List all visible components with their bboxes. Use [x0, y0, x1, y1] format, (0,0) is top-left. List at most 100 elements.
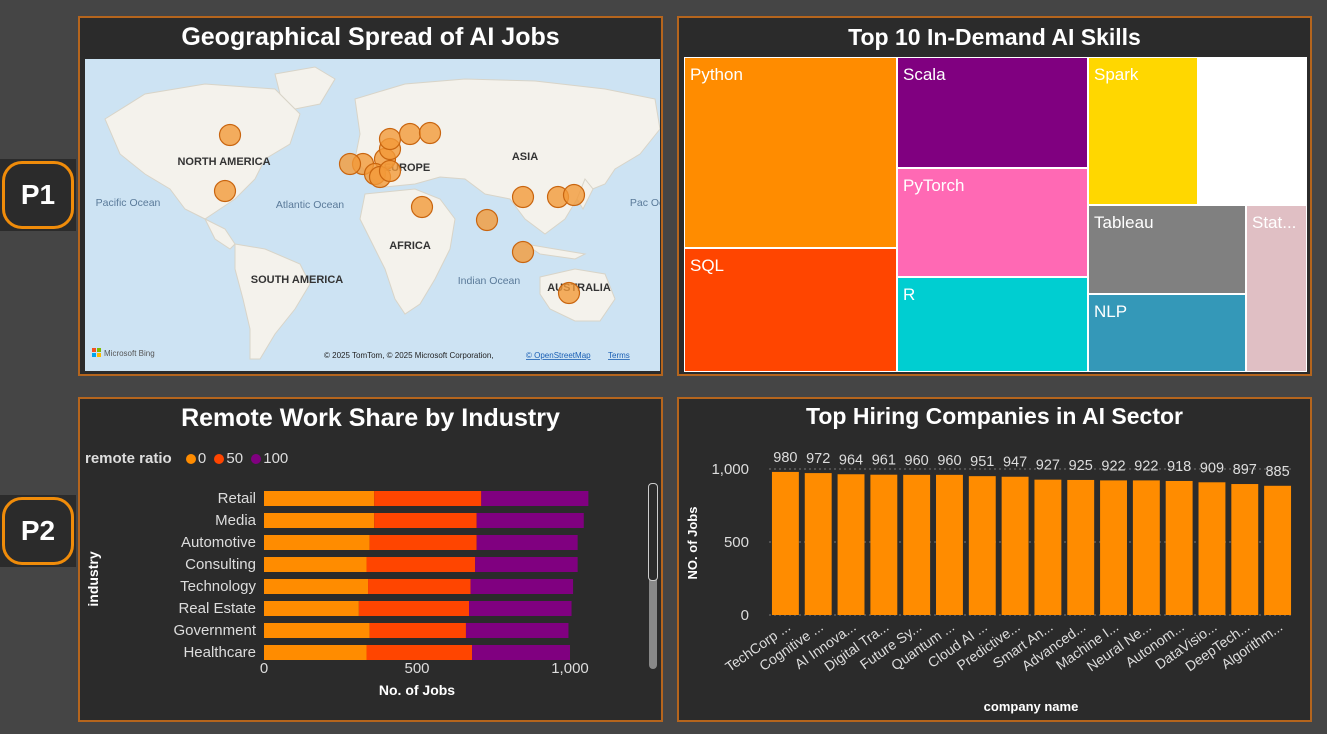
- map-pin-china[interactable]: [511, 185, 535, 209]
- company-bar[interactable]: [1264, 485, 1292, 615]
- africa-shape: [359, 188, 456, 315]
- bar-technology-100[interactable]: [470, 579, 574, 594]
- bar-retail-0[interactable]: [264, 491, 375, 506]
- y-tick-label: 0: [741, 607, 749, 624]
- data-label: 960: [937, 453, 961, 469]
- bar-real-estate-0[interactable]: [264, 601, 359, 616]
- map-pins: [213, 121, 586, 305]
- map-pin-sweden[interactable]: [398, 122, 422, 146]
- map-pin-denmark[interactable]: [378, 127, 402, 151]
- bar-media-50[interactable]: [374, 513, 477, 528]
- map-pin-ireland[interactable]: [338, 152, 362, 176]
- bar-retail-100[interactable]: [481, 491, 589, 506]
- bar-government-50[interactable]: [369, 623, 466, 638]
- company-bar[interactable]: [1132, 480, 1160, 615]
- bar-technology-50[interactable]: [368, 579, 471, 594]
- company-bar[interactable]: [771, 471, 799, 615]
- company-bar[interactable]: [1001, 476, 1029, 615]
- company-bar[interactable]: [1067, 479, 1095, 615]
- company-bar[interactable]: [903, 474, 931, 615]
- data-label: 964: [839, 452, 863, 468]
- map-pin-israel[interactable]: [410, 195, 434, 219]
- company-bar[interactable]: [1231, 484, 1259, 615]
- treemap-tile-tableau[interactable]: Tableau: [1088, 205, 1246, 294]
- map-pin-finland[interactable]: [418, 121, 442, 145]
- company-bar[interactable]: [968, 476, 996, 615]
- bar-real-estate-100[interactable]: [469, 601, 572, 616]
- map-pin-canada[interactable]: [218, 123, 242, 147]
- treemap-tile-spark[interactable]: Spark: [1088, 57, 1198, 205]
- bar-retail-50[interactable]: [374, 491, 482, 506]
- x-tick-label: 1,000: [551, 660, 589, 677]
- treemap-tile-nlp[interactable]: NLP: [1088, 294, 1246, 372]
- data-label: 885: [1265, 464, 1289, 480]
- bar-healthcare-0[interactable]: [264, 645, 367, 660]
- remote-legend-title: remote ratio: [85, 450, 172, 467]
- bar-consulting-50[interactable]: [366, 557, 476, 572]
- y-axis-label: NO. of Jobs: [685, 507, 700, 580]
- remote-legend-item-0[interactable]: 0: [182, 450, 206, 467]
- industry-label: Government: [173, 622, 256, 639]
- map-osm-link[interactable]: © OpenStreetMap: [526, 351, 591, 360]
- treemap-tile-scala[interactable]: Scala: [897, 57, 1088, 168]
- treemap-tile-stat[interactable]: Stat...: [1246, 205, 1307, 372]
- legend-label: 50: [226, 450, 244, 467]
- map-pin-australia[interactable]: [557, 281, 581, 305]
- map-pin-india[interactable]: [475, 208, 499, 232]
- bar-healthcare-50[interactable]: [366, 645, 473, 660]
- company-bar[interactable]: [1198, 482, 1226, 615]
- bar-media-100[interactable]: [476, 513, 584, 528]
- scrollbar-track[interactable]: [648, 483, 658, 669]
- remote-legend-item-50[interactable]: 50: [210, 450, 243, 467]
- bar-automotive-100[interactable]: [476, 535, 578, 550]
- treemap-tile-label: Scala: [903, 65, 946, 84]
- x-axis-label: company name: [984, 699, 1079, 714]
- page-badge-p1[interactable]: P1: [0, 159, 76, 231]
- map-terms-link[interactable]: Terms: [608, 351, 630, 360]
- map-pin-japan[interactable]: [562, 183, 586, 207]
- bar-media-0[interactable]: [264, 513, 375, 528]
- treemap-tile-python[interactable]: Python: [684, 57, 897, 248]
- company-bar[interactable]: [1034, 479, 1062, 615]
- map-pin-austria[interactable]: [378, 159, 402, 183]
- map-title: Geographical Spread of AI Jobs: [181, 23, 560, 51]
- map-pin-singapore[interactable]: [511, 240, 535, 264]
- bar-automotive-0[interactable]: [264, 535, 370, 550]
- map-pin-usa[interactable]: [213, 179, 237, 203]
- data-label: 925: [1069, 458, 1093, 474]
- bar-government-0[interactable]: [264, 623, 370, 638]
- bar-healthcare-100[interactable]: [472, 645, 570, 660]
- bar-real-estate-50[interactable]: [358, 601, 470, 616]
- company-bar[interactable]: [936, 474, 963, 615]
- indonesia-shape: [524, 243, 587, 260]
- company-bar[interactable]: [870, 474, 898, 615]
- company-bar[interactable]: [837, 474, 865, 615]
- north-america-shape: [104, 83, 301, 220]
- treemap-tile-blank[interactable]: [1198, 57, 1307, 205]
- company-bar[interactable]: [1165, 480, 1193, 615]
- page-badge-p2[interactable]: P2: [0, 495, 76, 567]
- treemap-tile-pytorch[interactable]: PyTorch: [897, 168, 1088, 277]
- label-north-america: NORTH AMERICA: [177, 156, 270, 168]
- remote-chart: Retail Media Automotive Consulting Technolog…: [85, 490, 589, 698]
- treemap-tile-label: Spark: [1094, 65, 1139, 84]
- company-bar[interactable]: [1100, 480, 1127, 615]
- world-map[interactable]: NORTH AMERICA EUROPE ASIA AFRICA SOUTH A…: [85, 59, 660, 371]
- bar-technology-0[interactable]: [264, 579, 369, 594]
- bar-automotive-50[interactable]: [369, 535, 477, 550]
- data-label: 909: [1200, 460, 1224, 476]
- bar-consulting-0[interactable]: [264, 557, 367, 572]
- data-label: 972: [806, 451, 830, 467]
- scrollbar-thumb[interactable]: [648, 483, 658, 581]
- treemap-tile-label: SQL: [690, 256, 725, 275]
- treemap-tile-sql[interactable]: SQL: [684, 248, 897, 372]
- bar-government-100[interactable]: [465, 623, 569, 638]
- remote-legend-item-100[interactable]: 100: [247, 450, 288, 467]
- data-label: 961: [872, 453, 896, 469]
- central-america-shape: [203, 217, 236, 250]
- bar-consulting-100[interactable]: [475, 557, 578, 572]
- y-axis-label: industry: [85, 551, 101, 606]
- label-pacific: Pacific Ocean: [96, 197, 161, 209]
- treemap-tile-r[interactable]: R: [897, 277, 1088, 372]
- company-bar[interactable]: [804, 473, 832, 615]
